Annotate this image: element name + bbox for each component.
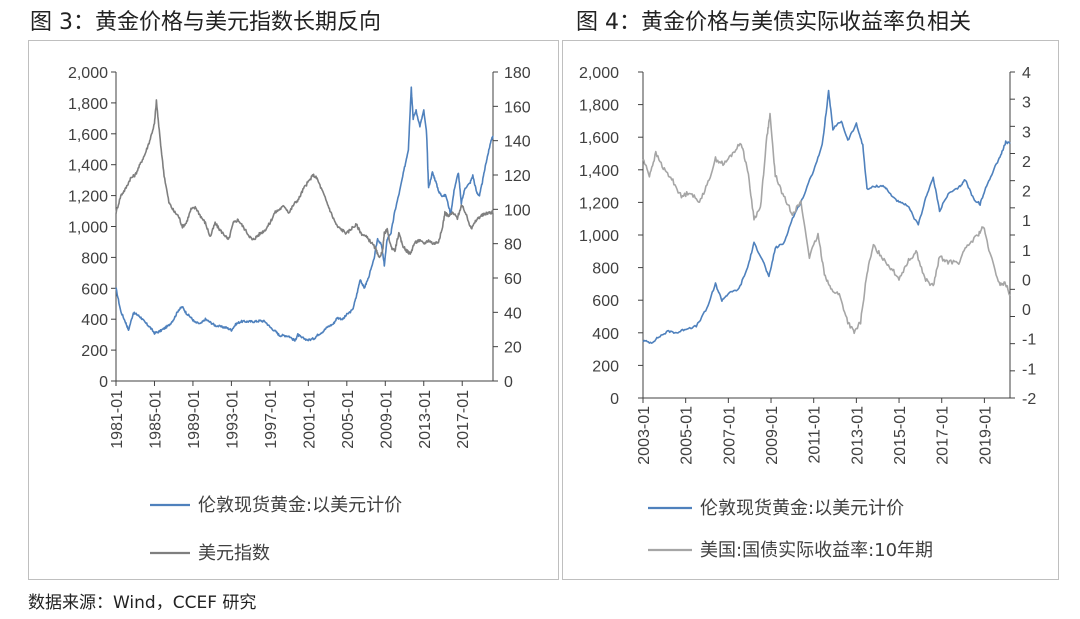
fig3-y-left-tick-label: 2,000 <box>68 65 108 82</box>
fig4-y-right-tick-label: 0 <box>1022 272 1031 289</box>
fig3-y-left-tick-label: 1,200 <box>68 189 108 206</box>
fig3-y-left-tick-label: 800 <box>81 250 108 267</box>
fig4-y-left-tick-label: 400 <box>592 326 619 343</box>
fig3-y-right-tick-label: 60 <box>504 271 522 288</box>
fig4-x-tick-label: 2011-01 <box>807 406 824 464</box>
fig3-series-line-1 <box>115 86 494 342</box>
fig4-y-left-tick-label: 600 <box>592 293 619 310</box>
fig3-y-right-tick-label: 140 <box>504 134 531 151</box>
fig4-x-tick-label: 2003-01 <box>636 406 653 465</box>
fig4-y-right-tick-label: -2 <box>1022 391 1036 408</box>
fig4-y-left-tick-label: 1,000 <box>579 228 619 245</box>
fig4-y-right-tick-label: 3 <box>1022 124 1031 141</box>
fig4-y-right-tick-label: 2 <box>1022 154 1031 171</box>
fig4-x-tick-label: 2005-01 <box>679 406 696 465</box>
fig3-x-tick-label: 2005-01 <box>340 390 357 449</box>
fig3-y-right-tick-label: 20 <box>504 340 522 357</box>
fig4-x-tick-label: 2019-01 <box>977 406 994 465</box>
fig4-y-left-tick-label: 1,400 <box>579 163 619 180</box>
fig3-title: 图 3：黄金价格与美元指数长期反向 <box>30 10 381 35</box>
fig4-x-tick-label: 2009-01 <box>764 406 781 465</box>
fig3-x-tick-label: 2017-01 <box>455 390 472 449</box>
fig4-x-tick-label: 2007-01 <box>721 406 738 465</box>
fig3-x-tick-label: 1993-01 <box>224 390 241 449</box>
fig3-y-left-tick-label: 1,400 <box>68 158 108 175</box>
fig4-y-left-tick-label: 200 <box>592 358 619 375</box>
fig3-y-left-tick-label: 200 <box>81 343 108 360</box>
fig3-y-right-tick-label: 40 <box>504 305 522 322</box>
fig4-y-right-tick-label: 4 <box>1022 65 1031 82</box>
fig3-y-right-tick-label: 80 <box>504 237 522 254</box>
fig3-y-left-tick-label: 600 <box>81 281 108 298</box>
fig4-title: 图 4：黄金价格与美债实际收益率负相关 <box>576 10 971 35</box>
fig3-series-line-2 <box>115 99 494 259</box>
fig4-series-line-1 <box>642 89 1011 345</box>
fig3-x-tick-label: 1989-01 <box>186 390 203 449</box>
fig4-y-left-tick-label: 800 <box>592 261 619 278</box>
fig4-legend-label-2: 美国:国债实际收益率:10年期 <box>700 540 933 561</box>
fig3-y-left-tick-label: 0 <box>99 374 108 391</box>
fig4-y-left-tick-label: 1,600 <box>579 130 619 147</box>
fig3-y-right-tick-label: 180 <box>504 65 531 82</box>
fig3-x-tick-label: 2009-01 <box>378 390 395 449</box>
fig4-x-tick-label: 2013-01 <box>849 406 866 465</box>
fig4-x-tick-label: 2015-01 <box>892 406 909 465</box>
fig4-y-right-tick-label: 1 <box>1022 213 1031 230</box>
fig3-y-left-tick-label: 1,600 <box>68 127 108 144</box>
fig3-legend-label-1: 伦敦现货黄金:以美元计价 <box>198 495 402 516</box>
fig4-y-left-tick-label: 0 <box>610 391 619 408</box>
fig4-y-right-tick-label: 2 <box>1022 184 1031 201</box>
fig3-x-tick-label: 2013-01 <box>417 390 434 449</box>
fig3-y-right-tick-label: 120 <box>504 168 531 185</box>
fig3-x-tick-label: 2001-01 <box>301 390 318 449</box>
fig3-legend-label-2: 美元指数 <box>198 543 270 564</box>
fig3-y-left-tick-label: 1,800 <box>68 96 108 113</box>
fig3-y-right-tick-label: 0 <box>504 374 513 391</box>
fig4-panel <box>562 40 1059 580</box>
fig4-y-right-tick-label: 1 <box>1022 243 1031 260</box>
fig3-y-left-tick-label: 1,000 <box>68 220 108 237</box>
fig4-y-left-tick-label: 2,000 <box>579 65 619 82</box>
fig4-series-line-2 <box>642 112 1011 335</box>
fig3-y-right-tick-label: 100 <box>504 202 531 219</box>
fig3-panel <box>28 40 559 580</box>
fig3-x-tick-label: 1997-01 <box>263 390 280 449</box>
fig4-y-right-tick-label: -1 <box>1022 332 1036 349</box>
fig4-y-right-tick-label: 3 <box>1022 95 1031 112</box>
fig4-y-left-tick-label: 1,800 <box>579 98 619 115</box>
fig3-y-right-tick-label: 160 <box>504 99 531 116</box>
data-source-note: 数据来源：Wind，CCEF 研究 <box>28 593 257 613</box>
fig3-y-left-tick-label: 400 <box>81 312 108 329</box>
fig4-legend-label-1: 伦敦现货黄金:以美元计价 <box>700 498 904 519</box>
fig3-x-tick-label: 1981-01 <box>109 390 126 449</box>
fig3-x-tick-label: 1985-01 <box>147 390 164 449</box>
fig4-y-right-tick-label: 0 <box>1022 302 1031 319</box>
fig4-y-right-tick-label: -1 <box>1022 361 1036 378</box>
fig4-y-left-tick-label: 1,200 <box>579 195 619 212</box>
fig4-x-tick-label: 2017-01 <box>935 406 952 465</box>
